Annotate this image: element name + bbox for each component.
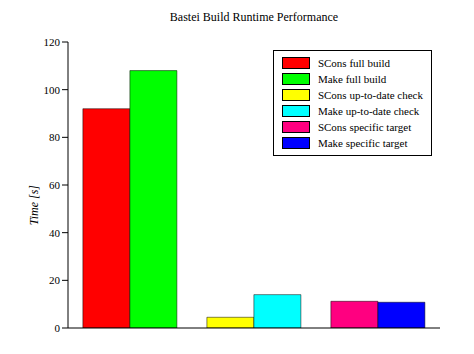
- html-text:Make up-to-date check: Make up-to-date check: [317, 105, 420, 117]
- html-text:SCons full build: SCons full build: [317, 57, 390, 69]
- svg-text:120: 120: [44, 36, 61, 48]
- svg-text:80: 80: [49, 131, 61, 143]
- html-text:Make full build: Make full build: [317, 73, 387, 85]
- svg-text:Time [s]: Time [s]: [27, 185, 41, 226]
- svg-text:40: 40: [49, 227, 61, 239]
- html-text:SCons specific target: SCons specific target: [317, 121, 412, 133]
- svg-text:0: 0: [55, 322, 61, 334]
- html-text:Bastei Build Runtime Performan: Bastei Build Runtime Performance: [169, 10, 339, 24]
- svg-text:20: 20: [49, 274, 61, 286]
- svg-text:100: 100: [44, 84, 61, 96]
- html-text:Make specific target: Make specific target: [317, 137, 408, 149]
- html-text:SCons up-to-date check: SCons up-to-date check: [317, 89, 423, 101]
- svg-text:60: 60: [49, 179, 61, 191]
